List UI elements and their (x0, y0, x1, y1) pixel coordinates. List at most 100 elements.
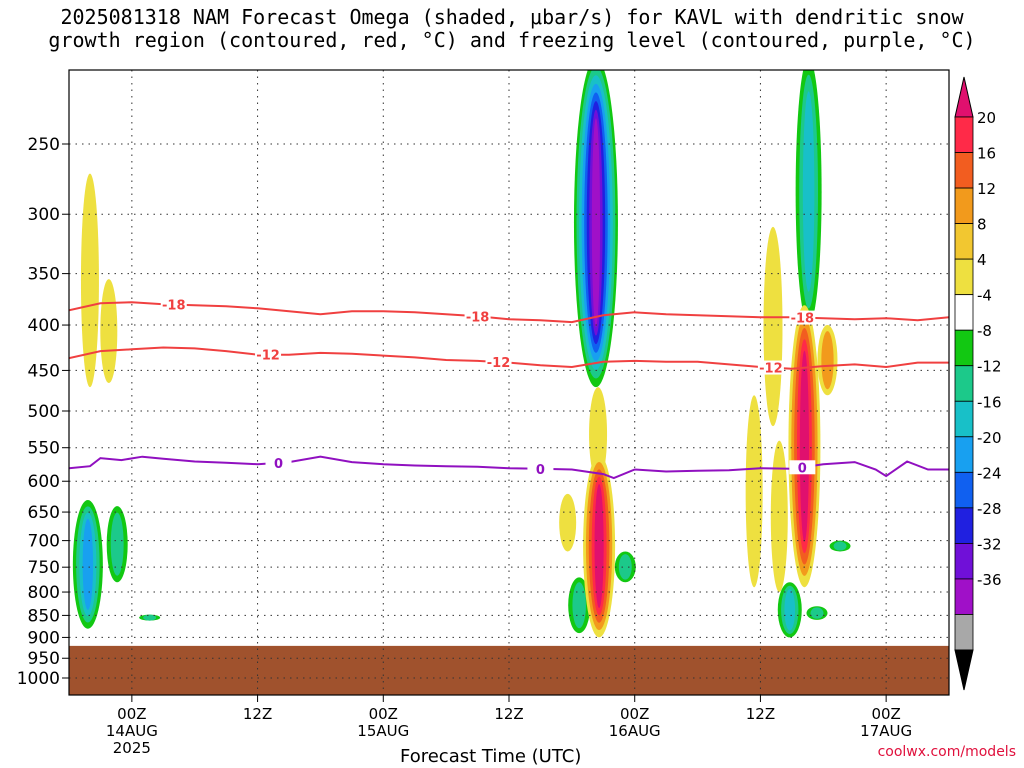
colorbar-bin (954, 471, 974, 509)
omega-feature (80, 173, 99, 388)
colorbar-bin (954, 329, 974, 367)
omega-feature (788, 305, 821, 588)
x-tick-label: 00Z (369, 705, 398, 723)
colorbar-label: 8 (977, 216, 987, 234)
omega-level (591, 118, 601, 327)
omega-level (770, 440, 788, 593)
y-axis: 2503003504004505005506006507007508008509… (17, 135, 69, 689)
x-tick-year: 2025 (113, 739, 151, 757)
omega-level (745, 395, 763, 588)
omega-feature (568, 577, 591, 634)
omega-feature (139, 614, 161, 621)
omega-feature (829, 540, 851, 552)
omega-level (594, 484, 604, 609)
colorbar-bin (954, 507, 974, 544)
colorbar-label: -24 (977, 464, 1002, 482)
contour-line (69, 455, 949, 480)
contour-label-bg (757, 360, 784, 375)
x-tick-date: 15AUG (357, 722, 409, 740)
omega-feature (106, 506, 128, 583)
colorbar-bin (954, 400, 974, 438)
y-tick-label: 750 (28, 558, 60, 578)
x-tick-label: 12Z (746, 705, 775, 723)
omega-feature (795, 70, 822, 326)
omega-feature (817, 325, 838, 396)
omega-feature (745, 395, 763, 588)
contour-label-bg (527, 461, 554, 476)
y-tick-label: 400 (28, 316, 60, 336)
title-line-1: 2025081318 NAM Forecast Omega (shaded, μ… (60, 5, 964, 29)
colorbar-bin (954, 152, 974, 189)
colorbar-bottom-arrow (954, 649, 974, 691)
contour-label-bg (789, 310, 816, 325)
omega-level (82, 518, 94, 610)
contour-label-bg (464, 309, 491, 324)
colorbar-bin (954, 578, 974, 615)
y-tick-label: 800 (28, 583, 60, 603)
x-tick-label: 00Z (871, 705, 900, 723)
contour-label: -12 (487, 356, 511, 371)
omega-level (618, 554, 632, 580)
omega-level (80, 173, 99, 388)
contour-label-bg (255, 347, 282, 362)
colorbar-label: 12 (977, 180, 996, 198)
colorbar-label: 20 (977, 109, 996, 127)
colorbar-bin (954, 365, 974, 402)
omega-feature (100, 279, 118, 384)
omega-feature (583, 454, 616, 638)
y-tick-label: 550 (28, 439, 60, 459)
y-tick-label: 600 (28, 472, 60, 492)
colorbar-label: 16 (977, 145, 996, 163)
omega-shading (72, 70, 851, 638)
colorbar-label: 4 (977, 251, 987, 269)
colorbar-bin (954, 436, 974, 473)
omega-level (799, 350, 810, 542)
y-tick-label: 1000 (17, 669, 60, 689)
colorbar-label: -32 (977, 535, 1002, 553)
colorbar-label: -20 (977, 429, 1002, 447)
omega-level (802, 91, 815, 292)
title-line-2: growth region (contoured, red, °C) and f… (48, 28, 976, 52)
contour-label: -12 (759, 362, 783, 377)
x-tick-date: 14AUG (106, 722, 158, 740)
x-tick-label: 00Z (117, 705, 146, 723)
colorbar-label: -36 (977, 571, 1002, 589)
contour-label: -18 (791, 312, 815, 327)
contour-label: 0 (536, 463, 545, 478)
x-tick-label: 00Z (620, 705, 649, 723)
contour-label-bg (789, 460, 816, 475)
omega-level (572, 582, 586, 629)
omega-feature (72, 500, 103, 629)
colorbar-top-arrow (954, 76, 974, 118)
colorbar-bin (954, 294, 974, 331)
contour-minus18: -18 -18 -18 (69, 297, 949, 327)
x-tick-label: 12Z (243, 705, 272, 723)
omega-level (110, 512, 124, 576)
omega-level (821, 331, 834, 390)
colorbar-bin (954, 543, 974, 580)
x-tick-label: 12Z (494, 705, 523, 723)
y-tick-label: 900 (28, 628, 60, 648)
omega-feature (777, 582, 802, 638)
x-tick-date: 16AUG (609, 722, 661, 740)
colorbar-bin (954, 223, 974, 260)
contour-0: 0 0 0 (69, 455, 949, 480)
omega-feature (573, 70, 618, 388)
contour-label-bg (485, 355, 512, 370)
omega-level (784, 589, 796, 631)
omega-level (763, 226, 783, 427)
colorbar-bin (954, 187, 974, 224)
y-tick-label: 250 (28, 135, 60, 155)
omega-level (143, 614, 157, 621)
contour-lines: -18 -18 -18 -12 -12 -12 0 0 0 (69, 297, 949, 480)
colorbar-label: -8 (977, 322, 992, 340)
y-tick-label: 850 (28, 606, 60, 626)
watermark: coolwx.com/models (877, 744, 1016, 760)
colorbar-bin (954, 614, 974, 651)
ground-fill (69, 645, 949, 695)
omega-feature (806, 606, 828, 620)
omega-feature (559, 493, 577, 552)
ground-below-surface (69, 645, 949, 695)
